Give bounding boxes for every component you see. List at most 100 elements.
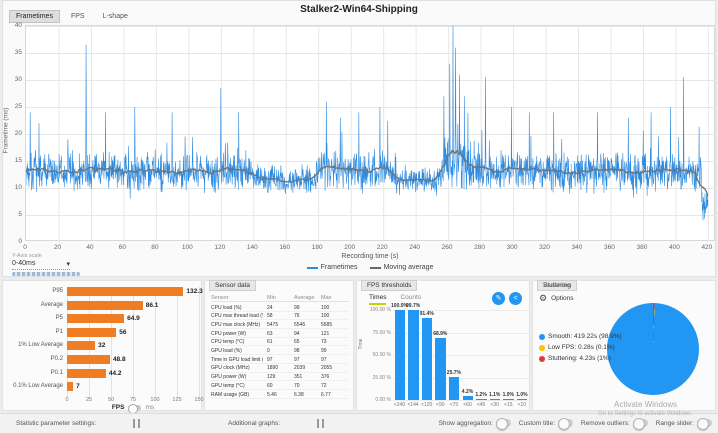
threshold-bar-value: 1.2% — [475, 391, 487, 398]
stat-label: P0.1 — [50, 369, 63, 376]
y-axis-scale-select[interactable]: 0-40ms ▾ — [12, 260, 70, 270]
thresholds-gridline — [393, 377, 529, 379]
threshold-bar-lt144 — [408, 310, 419, 400]
frametime-plot-area[interactable] — [25, 25, 716, 242]
stat-bar — [67, 382, 74, 392]
threshold-bar-value: 100.0% — [391, 303, 408, 309]
toggle-label: Show aggregation: — [438, 419, 493, 427]
tab-stuttering[interactable]: Stuttering — [537, 280, 577, 291]
x-tick-160: 160 — [279, 244, 291, 251]
x-tick-340: 340 — [571, 244, 583, 251]
sensor-name: CPU max clock (MHz) — [211, 321, 261, 328]
y-tick-10: 10 — [14, 183, 22, 191]
thresholds-y-tick: 75.00 % — [372, 329, 391, 336]
stat-row-p1: P1 56 — [3, 326, 201, 340]
statistic-settings-expander-grip-icon[interactable] — [133, 419, 140, 428]
sensor-value: 60 — [267, 382, 273, 389]
sensor-value: 2039 — [294, 365, 306, 372]
sensor-value: 100 — [321, 304, 330, 311]
x-tick-400: 400 — [668, 244, 680, 251]
toggle-switch[interactable] — [632, 418, 648, 430]
tab-frametimes[interactable]: Frametimes — [9, 10, 60, 23]
x-tick-300: 300 — [506, 244, 518, 251]
sensor-row: CPU max thread load (%) 58 76 100 — [211, 312, 349, 321]
sensor-row: GPU clock (MHz) 1890 2039 2055 — [211, 364, 349, 373]
threshold-bar-lt75 — [448, 376, 460, 400]
threshold-bar-lt45 — [476, 398, 487, 400]
thresholds-y-tick: 100.00 % — [369, 307, 391, 313]
stat-value: 132.3 — [186, 288, 203, 295]
sensor-header-min: Min — [267, 294, 276, 301]
y-tick-0: 0 — [18, 237, 22, 245]
stat-value: 64.9 — [127, 315, 140, 323]
options-button[interactable]: ⚙ Options — [539, 293, 573, 304]
subtab-counts[interactable]: Counts — [400, 294, 422, 301]
stat-label: P95 — [52, 288, 63, 294]
y-axis-scale-value: 0-40ms — [12, 260, 36, 267]
x-tick-80: 80 — [151, 244, 159, 251]
sensor-value: 72 — [321, 382, 327, 389]
sensor-value: 5546 — [294, 321, 306, 328]
sensor-row: GPU power (W) 129 351 376 — [211, 373, 349, 382]
stat-value: 56 — [119, 328, 127, 336]
hbar-x-tick-50: 50 — [107, 397, 115, 403]
sensor-value: 0 — [267, 348, 270, 354]
tab-l-shape[interactable]: L-shape — [102, 13, 128, 20]
toggle-switch[interactable] — [697, 418, 712, 430]
stat-value: 44.2 — [108, 369, 122, 377]
stat-row-p95: P95 132.3 — [3, 285, 203, 299]
tab-sensor-data[interactable]: Sensor data — [209, 280, 257, 291]
toggle-switch[interactable] — [557, 418, 573, 430]
edit-button[interactable]: ✎ — [492, 292, 505, 305]
x-tick-20: 20 — [53, 244, 62, 251]
toggle-switch[interactable] — [495, 418, 511, 430]
gear-icon: ⚙ — [539, 293, 548, 303]
stat-label: P5 — [55, 315, 63, 322]
stat-bar — [67, 341, 96, 351]
hbar-x-tick-75: 75 — [129, 397, 137, 403]
stat-label: Average — [40, 301, 63, 308]
y-tick-15: 15 — [14, 156, 22, 164]
additional-graphs-expander-grip-icon[interactable] — [317, 419, 324, 428]
pie-legend-swatch-icon — [539, 333, 545, 340]
x-tick-240: 240 — [409, 244, 421, 251]
threshold-bar-lt15 — [503, 399, 514, 401]
unit-fps-label[interactable]: FPS — [111, 404, 125, 411]
statistic-parameter-settings-label: Statistic parameter settings: — [16, 420, 97, 427]
sensor-name: Time in GPU load limit (%) — [211, 356, 263, 363]
fps-statistics-bar-chart: P95 132.3 Average 86.1 P5 64.9 P1 56 1% Low Aver… — [3, 285, 203, 397]
fps-statistics-panel: P95 132.3 Average 86.1 P5 64.9 P1 56 1% Low Aver… — [2, 280, 204, 414]
stat-row-p0-2: P0.2 48.8 — [3, 353, 201, 367]
share-button[interactable]: < — [509, 292, 522, 305]
tab-variances[interactable]: Variances — [543, 282, 572, 289]
stat-value: 86.1 — [145, 301, 159, 309]
y-axis-range-slider[interactable] — [12, 272, 80, 276]
sensor-value: 76 — [294, 313, 300, 320]
toolbar-toggles: Show aggregation: Custom title: Remove out… — [438, 418, 712, 430]
sensor-value: 70 — [294, 382, 300, 389]
y-axis-scale-label: Y-Axis scale — [12, 253, 42, 259]
tab-fps[interactable]: FPS — [70, 13, 85, 20]
sensor-value: 73 — [321, 339, 327, 346]
additional-graphs-label: Additional graphs: — [228, 420, 281, 427]
pencil-icon: ✎ — [495, 295, 502, 302]
sensor-value: 1890 — [267, 365, 279, 372]
threshold-bar-value: 1.1% — [488, 392, 501, 398]
frametime-line-chart — [26, 26, 716, 242]
tab-fps-thresholds[interactable]: FPS thresholds — [361, 280, 418, 291]
x-tick-260: 260 — [441, 244, 453, 251]
x-tick-380: 380 — [636, 244, 648, 251]
threshold-bar-value: 68.9% — [433, 330, 448, 337]
fps-ms-toggle[interactable] — [128, 403, 142, 414]
unit-ms-label[interactable]: ms — [145, 404, 155, 411]
sensor-name: GPU clock (MHz) — [211, 365, 250, 372]
subtab-times[interactable]: Times — [369, 294, 387, 305]
sensor-header-max: Max — [321, 294, 332, 301]
sensor-value: 121 — [321, 330, 330, 337]
threshold-bar-lt10 — [516, 399, 528, 401]
pie-legend-text: Smooth: 419.22s (98.9%) — [548, 333, 622, 340]
sensor-header-row: Sensor Min Average Max — [211, 293, 349, 302]
hbar-x-tick-0: 0 — [65, 397, 69, 403]
x-tick-140: 140 — [246, 244, 258, 251]
pie-legend-item-stuttering: Stuttering: 4.23s (1%) — [539, 355, 622, 362]
